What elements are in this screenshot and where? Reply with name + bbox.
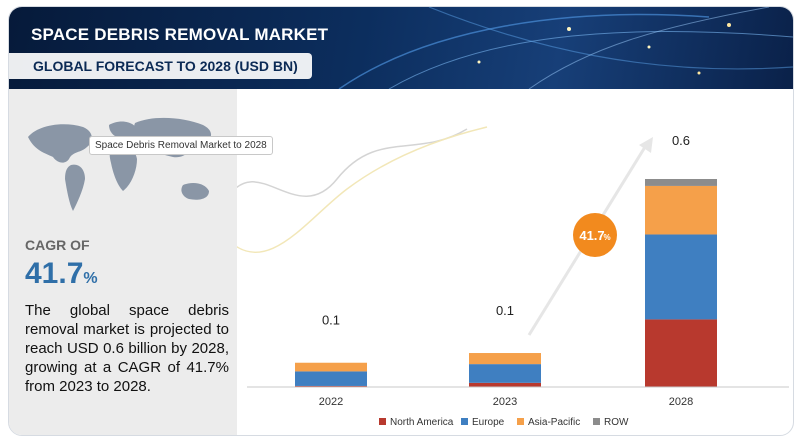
map-callout: Space Debris Removal Market to 2028 — [89, 136, 273, 155]
page-subtitle: GLOBAL FORECAST TO 2028 (USD BN) — [9, 53, 312, 79]
total-label: 0.1 — [322, 313, 340, 328]
bar-2028-asia-pacific — [645, 185, 717, 235]
legend-label-asia-pacific: Asia-Pacific — [528, 417, 580, 428]
cagr-number: 41.7 — [25, 257, 84, 290]
bar-2028-europe — [645, 234, 717, 320]
world-map-icon — [28, 117, 212, 211]
chart-area: 2022 2023 2028 0.1 0.1 0.6 41.7% North Ameri… — [237, 89, 793, 435]
page-title: SPACE DEBRIS REMOVAL MARKET — [31, 25, 329, 44]
cagr-annotation: 41.7% — [527, 137, 653, 336]
legend-swatch-row — [593, 418, 600, 425]
bar-2022-europe — [295, 371, 367, 386]
market-description: The global space debris removal market i… — [25, 302, 229, 395]
bar-2023-north-america — [469, 382, 541, 387]
bar-2028-north-america — [645, 319, 717, 387]
stacked-bar-chart: 2022 2023 2028 0.1 0.1 0.6 41.7% North Ameri… — [237, 126, 789, 428]
bar-2023-europe — [469, 364, 541, 383]
cagr-value: 41.7% — [25, 257, 98, 291]
cagr-unit: % — [83, 270, 98, 287]
x-tick-label: 2028 — [669, 396, 693, 408]
legend-swatch-europe — [461, 418, 468, 425]
legend-label-europe: Europe — [472, 417, 505, 428]
bar-2022-north-america — [295, 385, 367, 387]
cagr-badge-unit: % — [603, 233, 610, 242]
total-label: 0.1 — [496, 303, 514, 318]
bar-2028-row — [645, 179, 717, 186]
total-label: 0.6 — [672, 133, 690, 148]
infographic-card: SPACE DEBRIS REMOVAL MARKET GLOBAL FOREC… — [8, 6, 794, 436]
header-decoration — [338, 7, 793, 89]
header-banner: SPACE DEBRIS REMOVAL MARKET GLOBAL FOREC… — [9, 7, 793, 89]
cagr-arrow-head — [639, 137, 653, 153]
x-tick-label: 2023 — [493, 396, 517, 408]
summary-panel: Space Debris Removal Market to 2028 CAGR… — [9, 89, 273, 435]
legend-swatch-asia-pacific — [517, 418, 524, 425]
legend-label-row: ROW — [604, 417, 629, 428]
cagr-badge-value: 41.7 — [579, 228, 604, 243]
legend-label-north-america: North America — [390, 417, 454, 428]
x-tick-label: 2022 — [319, 396, 343, 408]
bar-2022-asia-pacific — [295, 362, 367, 372]
bar-2023-asia-pacific — [469, 353, 541, 365]
cagr-label: CAGR OF — [25, 237, 90, 253]
legend-swatch-north-america — [379, 418, 386, 425]
decorative-swoosh-grey — [237, 128, 468, 197]
cagr-badge — [573, 213, 617, 257]
legend: North America Europe Asia-Pacific ROW — [379, 417, 629, 428]
decorative-swoosh-yellow — [237, 126, 488, 253]
